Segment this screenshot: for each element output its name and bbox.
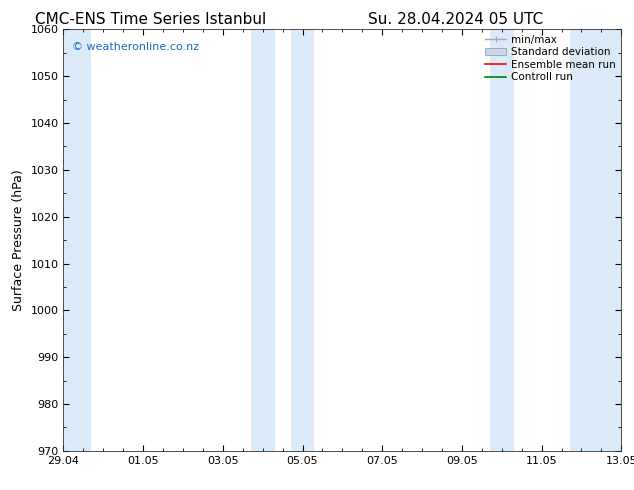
Bar [290,29,314,451]
Bar [250,29,275,451]
Text: Su. 28.04.2024 05 UTC: Su. 28.04.2024 05 UTC [368,12,543,27]
Text: © weatheronline.co.nz: © weatheronline.co.nz [72,42,199,52]
Legend: min/max, Standard deviation, Ensemble mean run, Controll run: min/max, Standard deviation, Ensemble me… [483,32,618,84]
Bar [55,29,91,451]
Bar [490,29,514,451]
Text: CMC-ENS Time Series Istanbul: CMC-ENS Time Series Istanbul [35,12,266,27]
Bar [569,29,630,451]
Y-axis label: Surface Pressure (hPa): Surface Pressure (hPa) [12,169,25,311]
